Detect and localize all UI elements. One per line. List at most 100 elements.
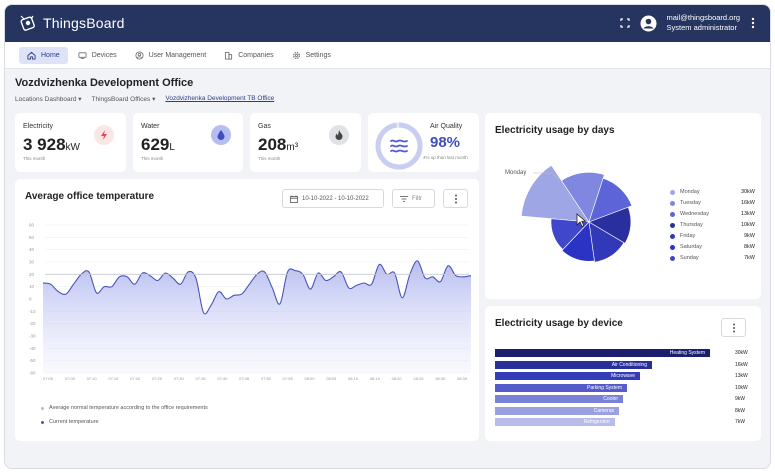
user-info[interactable]: mail@thingsboard.org System administrato… [667,13,740,33]
metric-value: 98% [430,134,461,151]
x-tick-label: 08:35 [457,376,468,381]
top-bar: ThingsBoard mail@thingsboard.org System … [5,5,770,42]
bar-label: Heating System [669,350,705,356]
bolt-icon [94,125,114,145]
legend-marker [670,222,675,228]
more-vert-icon [732,323,735,332]
legend-marker [41,406,44,410]
cursor-icon [576,213,587,228]
y-tick-label: 10 [29,284,35,289]
legend-marker [670,244,675,250]
more-vert-icon [454,194,457,203]
bar-refrigerator[interactable]: Refrigerator [495,418,615,426]
water-card: Water 629L This month [133,113,243,172]
breadcrumb-current[interactable]: Vozdvizhenka Development TB Office [165,95,275,102]
bar-value: 30kW [735,350,748,356]
card-title: Average office temperature [25,191,155,202]
x-tick-label: 07:35 [196,376,207,381]
pie-slice-wednesday[interactable] [588,178,633,223]
user-role: System administrator [666,23,737,32]
air-quality-gauge [375,122,423,170]
bar-parking-system[interactable]: Parking System [495,383,627,392]
metric-label: Electricity [23,123,53,130]
metric-label: Water [141,123,160,130]
nav-label: Devices [91,51,117,59]
legend-value: 9kW [744,233,755,239]
flame-icon [329,125,349,145]
nav-label: Settings [305,51,331,59]
legend-label: Current temperature [49,419,99,425]
bar-cooler[interactable]: Cooler [495,395,623,403]
thingsboard-logo-icon [20,15,35,31]
nav-label: Companies [238,51,274,59]
drop-icon [211,125,231,145]
more-button[interactable] [721,318,746,337]
pie-slice-monday[interactable] [520,164,590,223]
legend-value: 10kW [740,222,755,228]
electricity-card: Electricity 3 928kW This month [15,113,126,172]
filter-label: Filtr [412,195,422,202]
pie-slice-saturday[interactable] [561,221,595,262]
pie-legend-item: Thursday 10kW [670,222,755,228]
more-button[interactable] [443,189,468,208]
bar-microwave[interactable]: Microwave [495,372,640,380]
bar-value: 16kW [735,361,748,368]
legend-item-average: Average normal temperature according to … [41,405,208,411]
more-vert-icon[interactable] [750,17,756,29]
y-tick-label: -60 [29,371,36,376]
breadcrumb: Locations Dashboard ▾ ThingsBoard Office… [15,95,274,103]
nav-item-settings[interactable]: Settings [284,47,339,64]
pie-legend-item: Wednesday 13kW [670,211,755,217]
calendar-icon [290,195,298,203]
nav-item-devices[interactable]: Devices [70,47,125,64]
x-tick-label: 07:50 [261,376,272,381]
legend-label: Friday [680,233,696,239]
legend-label: Saturday [680,244,703,250]
bar-heating-system[interactable]: Heating System [495,349,710,357]
metric-sub: This month [23,156,46,161]
account-icon[interactable] [640,15,657,32]
legend-value: 30kW [740,189,755,195]
legend-value: 13kW [740,211,755,217]
legend-marker [670,233,675,239]
x-tick-label: 08:05 [326,376,337,381]
pie-slice-tuesday[interactable] [561,172,605,223]
user-email: mail@thingsboard.org [666,13,740,22]
pie-slice-friday[interactable] [588,221,625,263]
metric-sub: This month [258,156,281,161]
bar-label: Microwave [611,373,635,379]
bar-cameras[interactable]: Cameras [495,406,619,415]
legend-marker [670,200,675,206]
pie-slice-sunday[interactable] [550,218,590,250]
bar-value: 10kW [735,384,748,391]
temperature-chart: 60 50 40 30 20 10 0 -10 -20 -30 -40 -50 -60 07:00 07:… [29,223,472,381]
fullscreen-icon[interactable] [619,18,630,28]
card-title: Electricity usage by device [495,318,623,329]
nav-item-user-management[interactable]: User Management [127,47,215,64]
bar-label: Cameras [593,407,614,414]
x-tick-label: 08:10 [348,376,359,381]
legend-marker [670,255,675,261]
bar-air-conditioning[interactable]: Air Conditioning [495,360,652,369]
legend-label: Average normal temperature according to … [49,405,208,411]
nav-item-home[interactable]: Home [19,46,68,64]
y-tick-label: 40 [29,247,35,252]
bar-value: 7kW [735,419,745,425]
breadcrumb-item[interactable]: ThingsBoard Offices ▾ [91,96,156,103]
pie-slice-thursday[interactable] [588,206,632,244]
callout-line [533,172,560,180]
filter-button[interactable]: Filtr [392,189,435,208]
nav-item-companies[interactable]: Companies [216,47,281,64]
y-tick-label: 50 [29,235,35,240]
y-tick-label: -10 [29,309,36,314]
legend-label: Monday [680,189,700,195]
legend-label: Sunday [680,255,699,261]
page-header: Vozdvizhenka Development Office Location… [15,77,274,103]
top-bar-right: mail@thingsboard.org System administrato… [619,13,756,33]
legend-value: 7kW [744,255,755,261]
breadcrumb-item[interactable]: Locations Dashboard ▾ [15,96,82,103]
date-range-button[interactable]: 10-10-2022 - 10-10-2022 [282,189,384,208]
bar-label: Refrigerator [583,419,610,425]
logo[interactable]: ThingsBoard [19,14,125,32]
callout-label: Monday [505,170,526,176]
